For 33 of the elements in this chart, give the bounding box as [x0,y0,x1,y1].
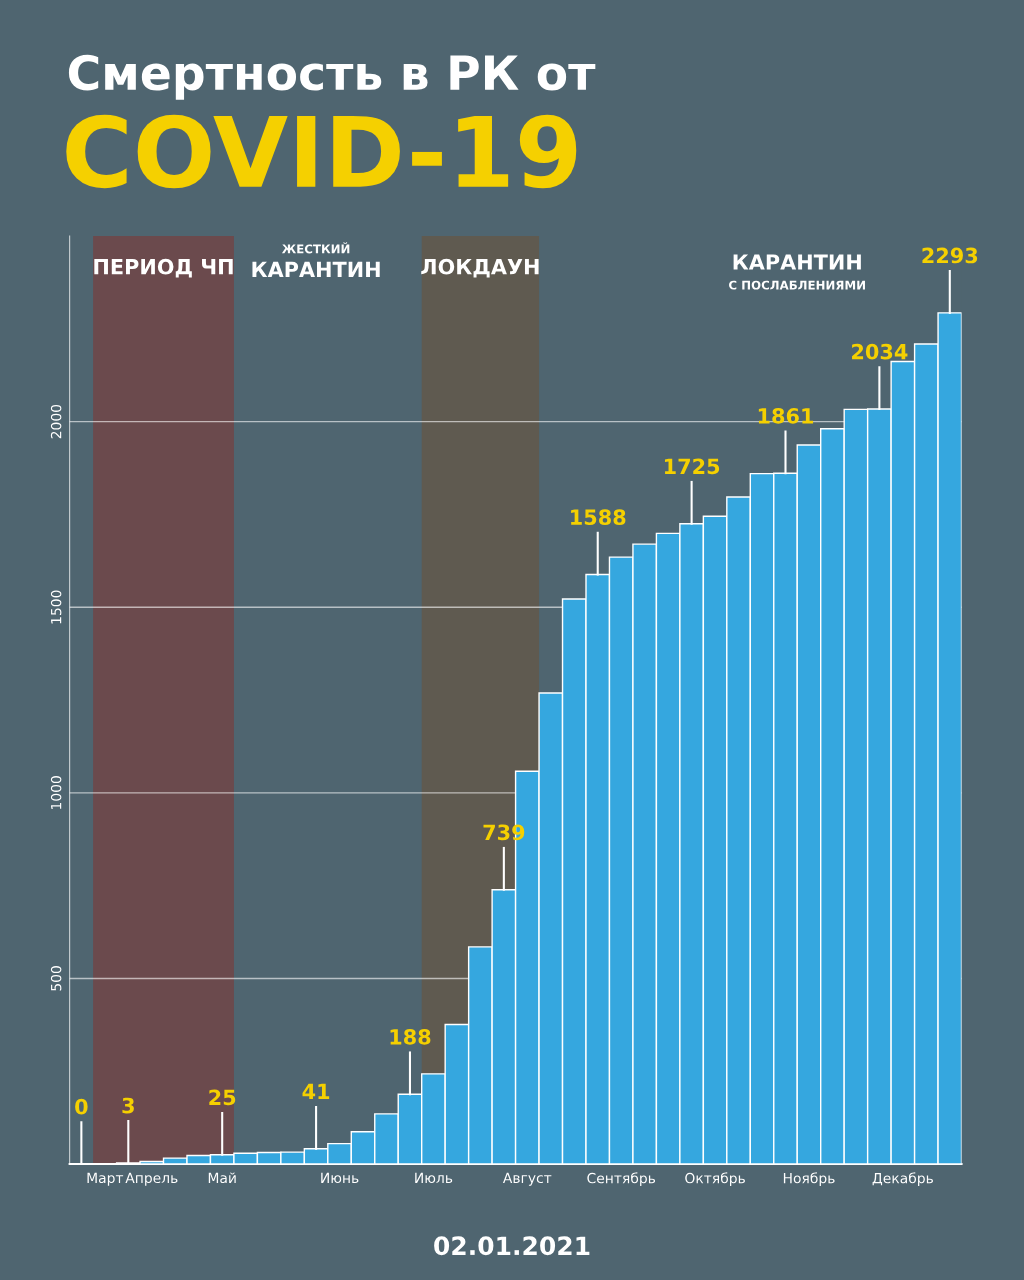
data-label: 1588 [571,509,626,526]
band-label: ЛОКДАУН [421,258,539,278]
band-label: ПЕРИОД ЧП [94,258,233,278]
data-label: 2034 [852,343,908,360]
chart-subtitle: COVID-19 [66,114,577,189]
data-label: 2293 [922,247,978,264]
text: 02.01.2021 [434,1236,590,1256]
annotation: КАРАНТИН [252,261,380,278]
y-tick-label: 1500 [50,590,62,624]
y-tick-label: 1000 [50,776,62,809]
chart-title: Смертность в РК от [68,54,596,100]
x-tick-label: Апрель [125,1172,178,1186]
data-label: 1861 [758,407,814,424]
data-label: 188 [390,1028,431,1045]
data-label: 1725 [664,458,720,475]
annotation: КАРАНТИН [733,254,861,270]
x-tick-label: Август [502,1172,552,1186]
x-tick-label: Декабрь [872,1172,933,1187]
x-tick-label: Ноябрь [783,1172,835,1187]
x-tick-label: Июнь [321,1172,359,1184]
data-label: 25 [209,1089,236,1106]
y-tick-label: 2000 [50,404,62,439]
annotation: С ПОСЛАБЛЕНИЯМИ [729,280,865,290]
annotation: ЖЕСТКИЙ [281,242,350,254]
data-label: 3 [122,1097,134,1114]
x-tick-label: Октябрь [685,1172,745,1187]
x-tick-label: Май [208,1172,236,1184]
x-tick-label: Март [87,1172,124,1186]
x-tick-label: Июль [415,1172,453,1184]
data-label: 41 [302,1083,330,1100]
data-label: 0 [75,1098,88,1115]
x-tick-label: Сентябрь [587,1172,656,1187]
y-tick-label: 500 [50,966,62,991]
